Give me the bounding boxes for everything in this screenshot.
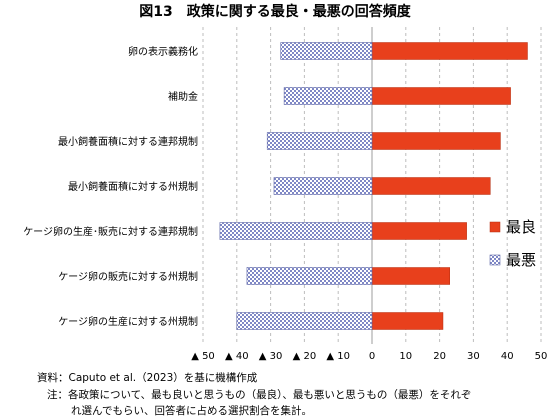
bar-best — [371, 222, 467, 240]
bar-worst — [246, 267, 373, 285]
bar-best — [371, 267, 450, 285]
legend-swatch-worst — [489, 254, 501, 266]
legend: 最良 最悪 — [489, 218, 536, 269]
category-label: 最小飼養面積に対する連邦規制 — [58, 135, 198, 148]
legend-swatch-best — [489, 221, 501, 233]
x-tick-label: ▲ 10 — [326, 351, 350, 362]
category-labels: 卵の表示義務化補助金最小飼養面積に対する連邦規制最小飼養面積に対する州規制ケージ… — [23, 45, 198, 328]
x-tick-label: 10 — [399, 351, 412, 362]
bar-worst — [283, 87, 373, 105]
x-tick-label: 40 — [501, 351, 514, 362]
category-label: 最小飼養面積に対する州規制 — [68, 180, 198, 193]
x-tick-label: 0 — [369, 351, 375, 362]
bar-worst — [236, 312, 373, 330]
x-tick-label: 20 — [433, 351, 446, 362]
bar-best — [371, 177, 491, 195]
bar-worst — [273, 177, 373, 195]
x-tick-label: 50 — [535, 351, 548, 362]
legend-label-worst: 最悪 — [506, 251, 536, 269]
category-label: ケージ卵の生産･販売に対する連邦規制 — [23, 225, 198, 238]
category-label: ケージ卵の販売に対する州規制 — [58, 270, 198, 283]
footnote-line-1: 注：各政策について、最も良いと思うもの（最良）、最も悪いと思うもの（最悪）をそれ… — [47, 388, 471, 401]
category-label: 補助金 — [168, 90, 198, 103]
chart-title: 図13 政策に関する最良・最悪の回答頻度 — [139, 3, 411, 20]
category-label: 卵の表示義務化 — [128, 45, 198, 58]
bar-best — [371, 87, 511, 105]
bar-best — [371, 42, 528, 60]
bar-best — [371, 312, 444, 330]
x-tick-labels: ▲ 50 ▲ 40 ▲ 30 ▲ 20 ▲ 10 0 10 20 30 40 50 — [191, 351, 547, 362]
bars — [219, 42, 528, 330]
legend-label-best: 最良 — [506, 218, 536, 236]
source-note: 資料：Caputo et al.（2023）を基に機構作成 — [37, 371, 258, 384]
footnote-line-2: れ選んでもらい、回答者に占める選択割合を集計。 — [71, 404, 312, 417]
x-tick-label: 30 — [467, 351, 480, 362]
bar-worst — [280, 42, 373, 60]
bar-worst — [266, 132, 373, 150]
x-tick-label: ▲ 40 — [225, 351, 249, 362]
bar-worst — [219, 222, 373, 240]
category-label: ケージ卵の生産に対する州規制 — [58, 315, 198, 328]
x-tick-label: ▲ 50 — [191, 351, 215, 362]
x-tick-label: ▲ 30 — [259, 351, 283, 362]
bar-best — [371, 132, 501, 150]
x-tick-label: ▲ 20 — [293, 351, 317, 362]
